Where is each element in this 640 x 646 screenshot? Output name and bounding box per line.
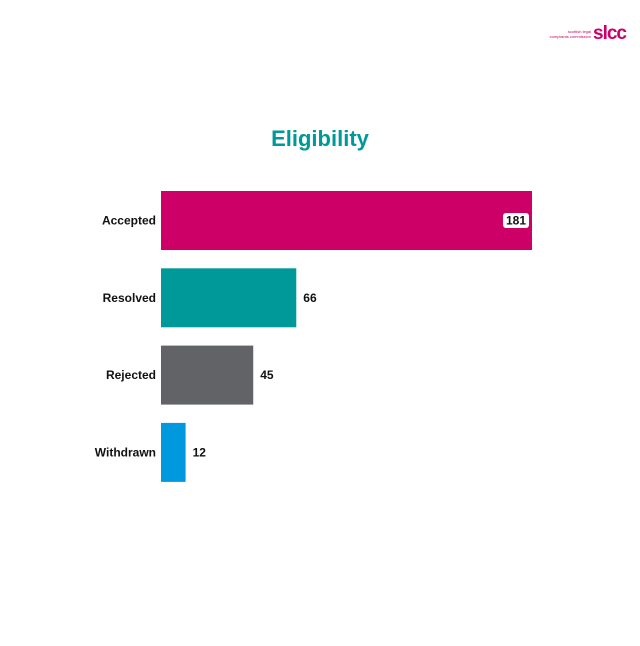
value-label-withdrawn: 12 [193, 445, 207, 459]
bar-accepted [161, 191, 532, 250]
value-label-rejected: 45 [260, 368, 274, 382]
category-label-rejected: Rejected [106, 368, 156, 382]
category-label-withdrawn: Withdrawn [95, 445, 156, 459]
category-label-resolved: Resolved [103, 291, 156, 305]
slcc-logo: scottish legal complaints commission slc… [550, 23, 627, 44]
category-label-accepted: Accepted [102, 214, 156, 228]
value-label-resolved: 66 [303, 291, 317, 305]
logo-mark: slcc [593, 23, 627, 44]
bar-withdrawn [161, 422, 186, 482]
logo-text: scottish legal complaints commission [550, 29, 591, 39]
value-label-box-accepted [503, 213, 529, 228]
logo-line-1: scottish legal [567, 28, 592, 34]
bar-rejected [161, 345, 254, 405]
logo-line-2: complaints commission [549, 33, 592, 39]
bar-resolved [161, 268, 297, 328]
value-label-accepted: 181 [506, 214, 526, 228]
chart-title: Eligibility [271, 126, 369, 151]
